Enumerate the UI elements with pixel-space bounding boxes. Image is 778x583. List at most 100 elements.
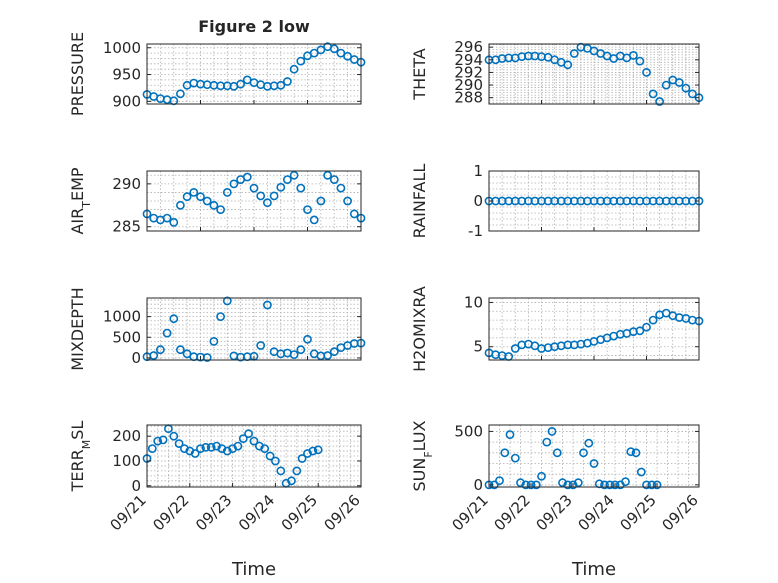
data-point bbox=[216, 205, 225, 214]
data-point bbox=[626, 447, 636, 457]
data-point bbox=[201, 442, 211, 452]
data-point bbox=[297, 454, 307, 463]
y-axis-label: PRESSURE bbox=[68, 32, 87, 116]
data-point bbox=[635, 326, 645, 336]
data-point bbox=[635, 56, 645, 66]
axes-frame bbox=[488, 424, 700, 488]
subplot-rainfall: 1 0 -1 RAINFALL bbox=[410, 162, 704, 240]
data-point bbox=[189, 187, 199, 197]
data-point bbox=[542, 437, 552, 447]
data-point bbox=[495, 476, 504, 485]
data-point bbox=[282, 175, 292, 184]
data-point bbox=[313, 445, 323, 455]
data-point bbox=[260, 444, 270, 453]
data-point bbox=[276, 80, 286, 90]
data-point bbox=[308, 446, 318, 456]
data-point bbox=[282, 77, 292, 86]
y-axis-label: H2OMIXRA bbox=[410, 286, 429, 372]
data-point bbox=[323, 351, 332, 360]
data-point bbox=[249, 183, 259, 193]
data-point bbox=[169, 217, 179, 227]
y-tick-label: 500 bbox=[454, 422, 483, 440]
y-tick-label: 296 bbox=[454, 38, 483, 56]
data-point bbox=[242, 172, 252, 182]
data-point bbox=[296, 345, 306, 355]
data-point bbox=[269, 191, 279, 201]
data-point bbox=[631, 448, 641, 458]
y-tick-label: 0 bbox=[473, 476, 483, 494]
data-point bbox=[589, 459, 599, 468]
data-point bbox=[547, 426, 557, 436]
y-tick-label: -1 bbox=[468, 222, 483, 240]
data-point bbox=[222, 187, 232, 197]
data-point bbox=[329, 44, 339, 54]
data-point bbox=[661, 80, 671, 90]
data-point bbox=[262, 300, 272, 310]
data-point bbox=[169, 314, 179, 324]
data-point bbox=[216, 312, 225, 321]
data-point bbox=[573, 478, 583, 488]
axes-frame bbox=[146, 424, 362, 488]
data-point bbox=[336, 183, 346, 193]
data-point bbox=[296, 183, 306, 193]
y-axis-label: THETA bbox=[410, 48, 429, 100]
data-point bbox=[206, 442, 216, 452]
data-point bbox=[276, 182, 286, 192]
y-tick-label: 0 bbox=[131, 477, 141, 495]
y-tick-label: 500 bbox=[112, 328, 141, 346]
y-tick-label: 292 bbox=[454, 63, 483, 81]
data-point bbox=[584, 438, 594, 448]
data-point bbox=[329, 175, 339, 184]
data-point bbox=[196, 192, 205, 202]
y-tick-label: 1000 bbox=[103, 308, 141, 326]
data-point bbox=[537, 471, 546, 481]
data-point bbox=[289, 170, 299, 180]
data-point bbox=[222, 446, 232, 456]
data-point bbox=[289, 350, 299, 359]
data-point bbox=[621, 477, 630, 487]
data-point bbox=[526, 480, 536, 490]
data-point bbox=[303, 334, 312, 344]
data-point bbox=[521, 480, 531, 490]
data-point bbox=[244, 429, 253, 439]
chart-title: Figure 2 low bbox=[198, 17, 310, 36]
subplot-pressure: 900 950 1000 PRESSURE Figure 2 low bbox=[68, 17, 366, 116]
data-point bbox=[209, 336, 219, 346]
data-point bbox=[349, 209, 359, 219]
data-point bbox=[238, 434, 248, 443]
data-point bbox=[158, 435, 168, 445]
data-point bbox=[256, 341, 266, 350]
data-point bbox=[233, 441, 243, 451]
data-point bbox=[516, 478, 525, 488]
data-point bbox=[270, 456, 280, 466]
y-tick-label: 290 bbox=[454, 76, 483, 94]
data-point bbox=[316, 196, 326, 206]
data-point bbox=[505, 430, 515, 439]
data-point bbox=[652, 480, 662, 490]
y-tick-label: 294 bbox=[454, 51, 483, 69]
data-point bbox=[162, 213, 172, 223]
data-point bbox=[343, 196, 352, 206]
data-point bbox=[190, 449, 200, 458]
y-tick-label: 200 bbox=[112, 427, 141, 445]
subplot-mixdepth: 0 500 1000 MIXDEPTH bbox=[68, 287, 366, 371]
y-tick-label: 10 bbox=[464, 293, 483, 311]
data-point bbox=[265, 451, 275, 461]
y-tick-label: 288 bbox=[454, 89, 483, 107]
data-point bbox=[648, 315, 658, 325]
y-tick-label: 950 bbox=[112, 66, 141, 84]
data-point bbox=[336, 48, 346, 58]
data-point bbox=[579, 448, 588, 458]
data-point bbox=[249, 436, 259, 446]
data-point bbox=[688, 89, 697, 99]
data-point bbox=[648, 89, 658, 99]
data-point bbox=[316, 45, 326, 55]
data-point bbox=[174, 439, 184, 448]
data-point bbox=[262, 198, 272, 208]
data-point bbox=[605, 480, 615, 490]
y-tick-label: 1000 bbox=[103, 39, 141, 57]
data-point bbox=[655, 97, 664, 106]
y-axis-label: RAINFALL bbox=[410, 164, 429, 239]
data-point bbox=[202, 353, 212, 362]
data-point bbox=[153, 436, 163, 446]
